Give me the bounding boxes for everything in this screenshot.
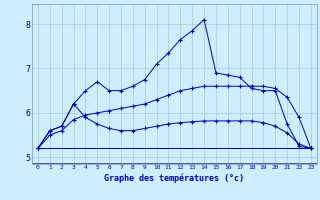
X-axis label: Graphe des températures (°c): Graphe des températures (°c): [104, 173, 244, 183]
